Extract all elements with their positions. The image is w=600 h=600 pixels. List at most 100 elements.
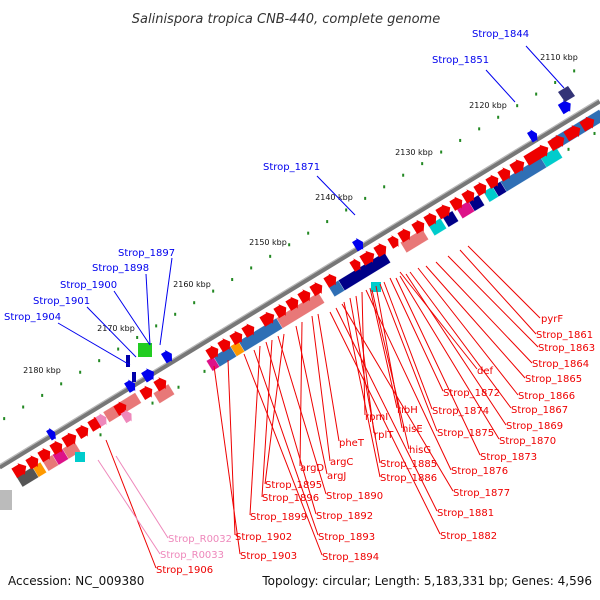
reverse-gene-arrow [423,212,437,227]
gene-label: rpmI [365,412,388,423]
tick-dot [593,131,596,135]
tick-dot [3,417,6,421]
gene-label: pyrF [541,314,563,325]
reverse-gene-arrow [411,219,425,235]
gene-arrows [0,86,595,510]
gene-label: Strop_1851 [432,55,489,66]
leader-line [399,271,478,370]
gene-label: Strop_1861 [536,330,593,341]
leader-line [113,290,151,346]
leader-line [383,281,433,410]
tick-dot [151,401,154,405]
gene-label: Strop_1882 [440,531,497,542]
leader-line [145,273,151,346]
forward-gene-small [126,355,130,367]
tick-label: 2150 kbp [249,238,287,247]
reverse-gene-arrow [61,432,77,448]
reverse-gene-arrow [273,304,287,319]
gene-label: argD [300,463,324,474]
gene-label: ribH [397,405,418,416]
leader-line [447,255,539,348]
leader-line [97,459,161,555]
reverse-gene-arrow [359,250,375,266]
gene-label: argC [330,457,353,468]
tick-dot [459,138,462,142]
tick-dot [203,369,206,373]
tick-dot [326,220,329,224]
forward-gene-arrow [124,379,136,393]
tick-dot [402,173,405,177]
gene-label: rplT [374,430,394,441]
genome-title: Salinispora tropica CNB-440, complete ge… [132,12,440,27]
tick-dot [79,370,82,374]
reverse-gene-arrow [229,330,243,346]
reverse-gene-arrow [153,377,167,392]
leader-line [409,271,512,409]
reverse-gene-arrow [387,235,399,249]
forward-gene-small [132,372,136,382]
reverse-gene-arrow [473,182,487,197]
gene-label: Strop_1895 [265,480,322,491]
reverse-gene-arrow [547,135,565,152]
leader-line [417,267,519,396]
gene-label: Strop_1894 [322,552,379,563]
backbone-highlight [0,98,599,466]
tick-dot [383,185,386,189]
reverse-gene-arrow [523,144,549,166]
gene-label: Strop_1874 [432,406,489,417]
protein-block [205,356,220,372]
protein-block [482,186,499,203]
tick-dot [193,301,196,305]
gene-label: Strop_1906 [156,565,213,576]
reverse-gene-arrow [449,196,463,211]
tick-dot [497,115,500,119]
tick-dot [98,359,101,363]
gene-label: Strop_R0032 [168,534,232,545]
gene-label: Strop_1904 [4,312,61,323]
gene-label: Strop_1871 [263,162,320,173]
leader-line [425,265,526,379]
forward-gene-arrow [141,368,154,383]
accession-label: Accession: NC_009380 [8,574,144,588]
rna-gene-arrow [120,409,132,424]
genome-summary: Topology: circular; Length: 5,183,331 bp… [261,574,592,588]
gene-label: hisE [402,424,423,435]
tick-dot [345,208,348,212]
gene-label: Strop_1867 [511,405,568,416]
gene-label: Strop_1869 [506,421,563,432]
tick-dot [478,127,481,131]
forward-gene-arrow [557,100,571,115]
leader-line [57,322,131,366]
reverse-gene-arrow [297,289,311,304]
leader-line [459,249,537,335]
reverse-gene-arrow [139,385,153,400]
reverse-gene-arrow [579,116,595,132]
leader-line [86,306,137,358]
reverse-gene-arrow [323,273,337,288]
reverse-gene-arrow [75,424,89,440]
leader-line [317,313,340,442]
leader-line [277,335,327,495]
reverse-gene-arrow [461,189,475,204]
tick-dot [99,433,102,437]
gene-label: Strop_1881 [437,508,494,519]
tick-label: 2110 kbp [540,53,578,62]
tick-dot [22,405,25,409]
tick-dot [136,335,139,339]
reverse-gene-arrow [373,243,387,258]
gene-label: hisG [409,445,431,456]
reverse-gene-arrow [37,448,51,463]
backbone-line [0,99,600,470]
tick-dot [155,324,158,328]
tick-dot [174,312,177,316]
reverse-gene-arrow [309,282,323,297]
leader-line [311,315,331,462]
tick-marks: 2110 kbp 2120 kbp 2130 kbp 2140 kbp 2150 kbp… [3,53,596,484]
reverse-gene-arrow [497,167,511,182]
reverse-gene-arrow [349,258,361,272]
leader-line [341,303,454,492]
forward-gene-arrow [160,349,173,364]
leader-line [395,277,481,456]
tick-dot [516,104,519,108]
